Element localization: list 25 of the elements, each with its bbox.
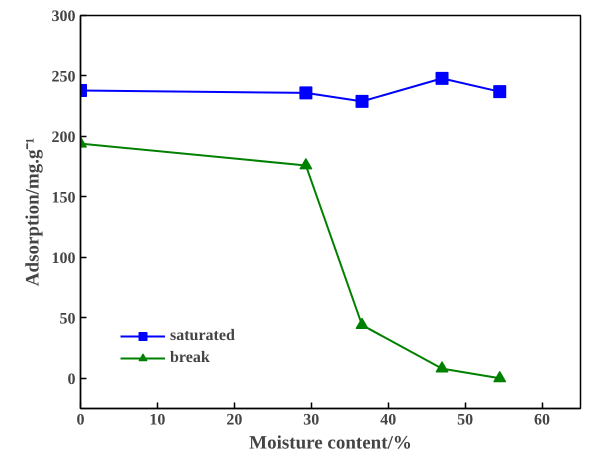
y-tick-label: 250 <box>52 68 76 86</box>
x-tick-label: 20 <box>226 412 242 428</box>
point <box>356 318 369 330</box>
x-tick-label: 40 <box>380 412 396 428</box>
point <box>493 85 506 98</box>
x-tick-label: 50 <box>457 412 474 428</box>
x-axis-title: Moisture content/% <box>249 432 412 454</box>
point <box>299 158 312 170</box>
point <box>356 94 369 108</box>
y-axis-title: Adsorption/mg.g⁻¹ <box>22 138 44 286</box>
legend-label: break <box>170 349 210 367</box>
x-tick-label: 60 <box>534 412 550 428</box>
y-tick-label: 0 <box>68 370 76 388</box>
x-tick-label: 10 <box>149 412 166 428</box>
y-tick-label: 150 <box>52 189 76 206</box>
point <box>436 72 449 85</box>
y-tick-label: 300 <box>52 8 76 25</box>
x-tick-label: 30 <box>303 412 320 428</box>
point <box>436 361 449 373</box>
y-tick-label: 50 <box>60 310 76 328</box>
y-tick-label: 100 <box>52 250 76 267</box>
y-tick-label: 200 <box>52 128 76 146</box>
point <box>493 370 506 382</box>
point <box>299 86 312 100</box>
legend-label: saturated <box>170 327 235 345</box>
